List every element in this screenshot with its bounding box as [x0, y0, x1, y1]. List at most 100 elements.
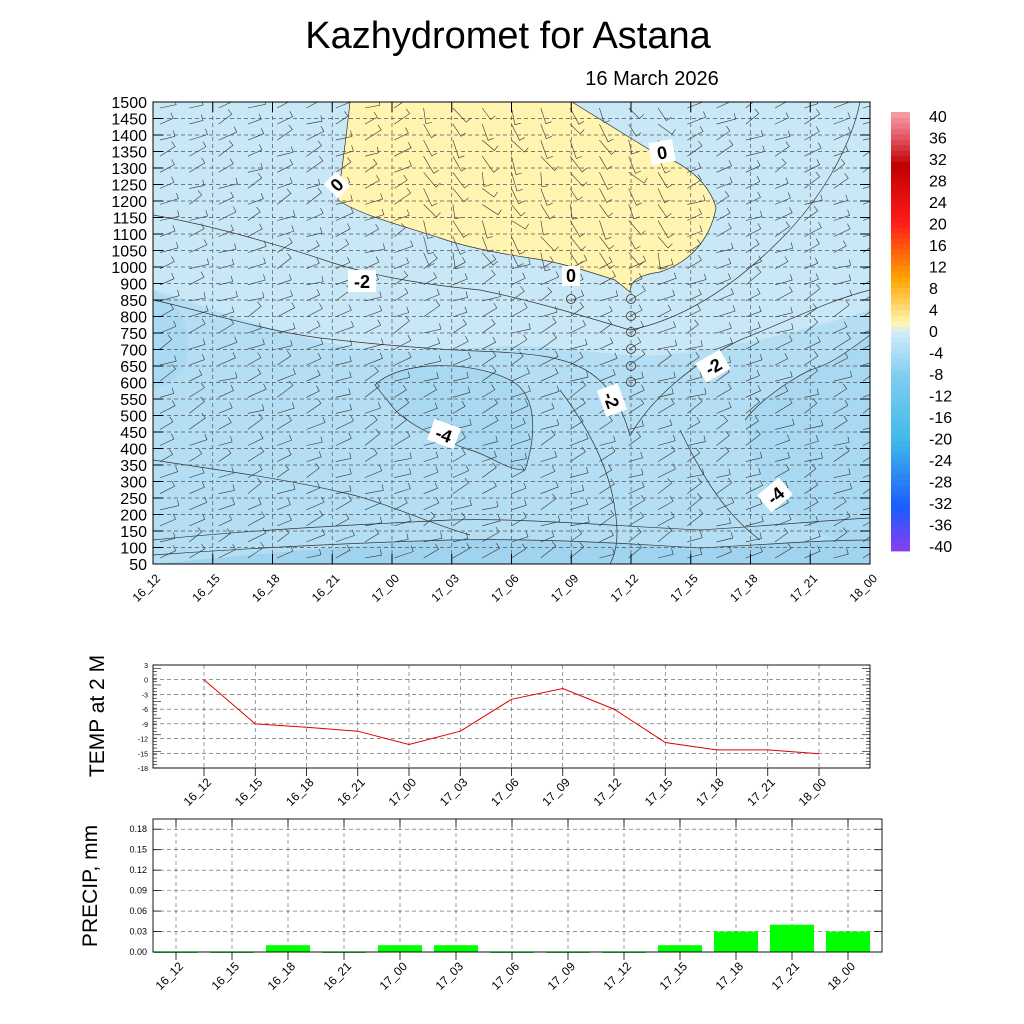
wind-barb [189, 157, 206, 173]
wind-barb [657, 419, 673, 430]
y-tick-label: 700 [120, 343, 147, 360]
wind-barb [277, 237, 293, 253]
wind-barb [540, 287, 553, 302]
wind-barb [218, 177, 238, 189]
wind-barb [277, 368, 296, 382]
temperature-x-axis-labels: 16_12 16_15 16_18 16_21 17_00 17_03 17_06 17_09… [181, 775, 830, 809]
y-tick-label: 0.06 [129, 906, 147, 916]
wind-barb [394, 397, 410, 414]
wind-barb [569, 252, 584, 266]
wind-barb [862, 186, 870, 189]
wind-barb [716, 126, 731, 141]
wind-barb [159, 400, 176, 414]
wind-barb [452, 123, 466, 137]
wind-barb [189, 223, 205, 237]
wind-barb [511, 188, 525, 205]
wind-barb [862, 280, 870, 286]
x-tick-label: 17_03 [433, 959, 467, 993]
wind-barb [277, 322, 296, 334]
wind-barb [306, 115, 323, 125]
wind-barb [394, 430, 411, 446]
wind-barb [599, 318, 613, 334]
wind-barb [306, 482, 321, 494]
wind-barb [833, 240, 847, 253]
wind-barb [394, 127, 409, 141]
wind-barb [775, 130, 791, 141]
colorbar-swatch [891, 342, 910, 349]
wind-barb [306, 178, 321, 189]
colorbar: 4036322824201612840-4-8-12-16-20-24-28-3… [891, 109, 952, 556]
wind-barb [423, 272, 438, 286]
wind-barb [364, 305, 383, 318]
wind-barb [716, 139, 734, 157]
wind-barb [775, 370, 793, 382]
wind-barb [335, 432, 352, 446]
wind-barb [657, 525, 673, 543]
contour-label: -2 [348, 270, 376, 292]
wind-barb [247, 102, 267, 109]
calm-wind-marker [626, 294, 636, 304]
wind-barb [189, 239, 208, 253]
wind-barb [540, 188, 553, 206]
wind-barb [628, 336, 642, 350]
wind-barb [394, 270, 409, 286]
wind-barb [540, 123, 552, 139]
svg-text:0: 0 [656, 142, 669, 163]
colorbar-swatch [891, 260, 910, 267]
wind-barb [482, 318, 496, 334]
wind-barb [804, 283, 821, 302]
wind-barb [628, 172, 648, 184]
wind-barb [511, 351, 524, 366]
wind-barb [189, 382, 205, 398]
colorbar-label: -12 [929, 389, 952, 406]
wind-barb [306, 398, 322, 414]
wind-barb [306, 338, 324, 350]
wind-barb [306, 140, 322, 157]
precipitation-x-axis-labels: 16_12 16_15 16_18 16_21 17_00 17_03 17_06 17_09… [153, 959, 859, 993]
wind-barb [452, 532, 469, 543]
wind-barb [159, 112, 174, 125]
wind-barb [423, 323, 442, 334]
wind-barb [452, 386, 471, 398]
wind-barb [804, 336, 821, 350]
wind-barb [247, 113, 262, 125]
wind-barb [687, 371, 703, 382]
wind-barb [657, 548, 674, 559]
wind-barb [394, 371, 411, 382]
wind-barb [277, 350, 292, 366]
wind-barb [218, 336, 238, 350]
x-tick-label: 17_21 [744, 775, 778, 809]
colorbar-swatch [891, 112, 910, 118]
wind-barb [862, 441, 870, 446]
wind-barb [335, 415, 354, 430]
wind-barb [394, 482, 411, 494]
colorbar-label: 40 [929, 109, 947, 126]
wind-barb [306, 385, 320, 398]
wind-barb [833, 158, 846, 173]
colorbar-label: 4 [929, 303, 938, 320]
wind-barb [804, 464, 817, 478]
wind-barb [159, 465, 179, 478]
wind-barb [394, 188, 412, 205]
x-tick-label: 18_00 [796, 775, 830, 809]
precipitation-y-axis-title: PRECIP, mm [79, 825, 102, 947]
wind-barb [745, 108, 760, 125]
colorbar-label: 16 [929, 238, 947, 255]
wind-barb [218, 191, 234, 205]
wind-barb [218, 528, 232, 543]
chart-title: Kazhydromet for Astana [305, 15, 711, 57]
wind-barb [774, 335, 793, 350]
y-tick-label: 0.18 [129, 824, 147, 834]
wind-barb [306, 369, 321, 382]
wind-barb [716, 337, 733, 350]
wind-barb [511, 531, 529, 543]
colorbar-swatch [891, 238, 910, 245]
wind-barb [569, 220, 586, 238]
wind-barb [423, 451, 439, 462]
wind-barb [775, 274, 793, 286]
colorbar-swatch [891, 216, 910, 223]
wind-barb [394, 160, 412, 173]
x-tick-label: 16_21 [309, 571, 343, 605]
y-tick-label: 3 [144, 663, 148, 670]
y-tick-label: -15 [138, 751, 148, 758]
